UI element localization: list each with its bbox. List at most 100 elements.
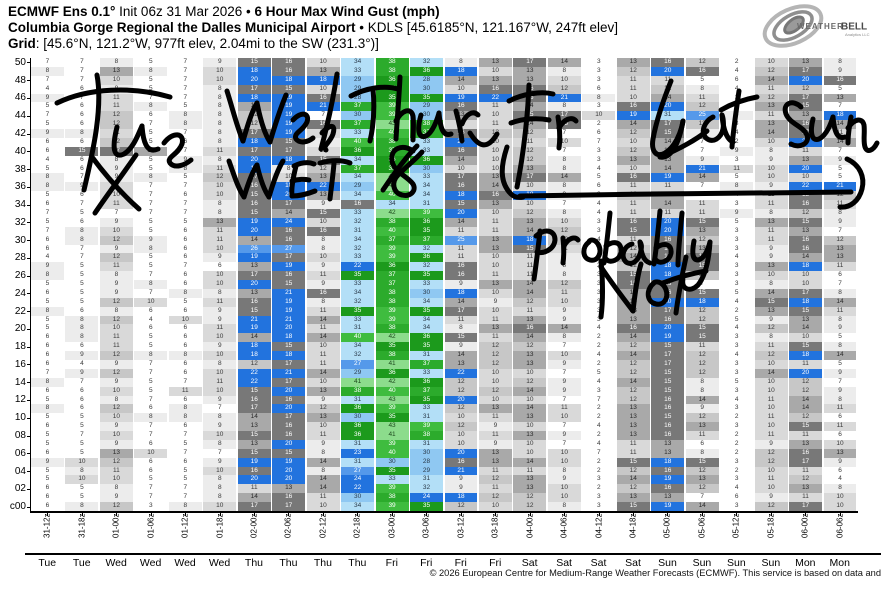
grid-cell: 18 bbox=[789, 351, 823, 360]
y-axis-tick bbox=[27, 97, 31, 99]
grid-cell: 3 bbox=[720, 422, 754, 432]
grid-cell: 8 bbox=[685, 129, 719, 138]
grid-cell: 33 bbox=[410, 173, 443, 183]
grid-cell: 6 bbox=[134, 457, 168, 467]
grid-cell: 2 bbox=[582, 120, 616, 130]
grid-cell: 4 bbox=[65, 360, 99, 369]
grid-cell: 12 bbox=[99, 111, 133, 121]
grid-cell: 6 bbox=[168, 191, 202, 201]
grid-cell: 14 bbox=[616, 475, 650, 485]
grid-cell: 18 bbox=[272, 351, 306, 360]
grid-cell: 15 bbox=[65, 146, 99, 156]
grid-cell: 15 bbox=[547, 120, 581, 130]
grid-cell: 13 bbox=[478, 457, 512, 467]
grid-cell: 15 bbox=[651, 244, 685, 254]
grid-cell: 11 bbox=[685, 209, 719, 218]
grid-cell: 2 bbox=[582, 333, 616, 343]
grid-cell: 10 bbox=[547, 493, 581, 503]
grid-cell: 5 bbox=[31, 395, 64, 405]
grid-cell: 8 bbox=[65, 502, 99, 511]
grid-cell: 22 bbox=[444, 368, 478, 378]
grid-cell: 18 bbox=[444, 493, 478, 503]
grid-cell: 33 bbox=[410, 404, 443, 414]
x-axis-tick bbox=[322, 511, 324, 516]
grid-cell: 5 bbox=[134, 262, 168, 272]
grid-cell: 23 bbox=[341, 448, 375, 458]
x-axis-label: 01-00z bbox=[111, 513, 121, 538]
grid-cell: 13 bbox=[651, 448, 685, 458]
grid-cell: 38 bbox=[375, 58, 409, 67]
grid-cell: 11 bbox=[823, 404, 857, 414]
x-axis-label: 05-12z bbox=[731, 513, 741, 538]
grid-cell: 13 bbox=[754, 262, 788, 272]
grid-cell: 8 bbox=[203, 413, 237, 423]
grid-cell: 24 bbox=[341, 475, 375, 485]
grid-cell: 15 bbox=[616, 226, 650, 236]
weatherbell-logo: WEATHER BELL Analytics LLC bbox=[762, 4, 870, 48]
grid-cell: 15 bbox=[272, 342, 306, 352]
x-axis-tick bbox=[667, 511, 669, 516]
grid-cell: 5 bbox=[720, 173, 754, 183]
grid-cell: 10 bbox=[99, 324, 133, 334]
grid-cell: 2 bbox=[582, 342, 616, 352]
day-label: Sun bbox=[692, 557, 712, 569]
grid-cell: 6 bbox=[65, 217, 99, 227]
grid-cell: 13 bbox=[306, 413, 340, 423]
grid-cell: 11 bbox=[616, 84, 650, 94]
grid-cell: 18 bbox=[237, 164, 271, 174]
grid-cell: 11 bbox=[306, 271, 340, 281]
grid-cell: 3 bbox=[582, 306, 616, 316]
grid-cell: 6 bbox=[65, 155, 99, 165]
grid-cell: 10 bbox=[513, 182, 547, 192]
grid-cell: 11 bbox=[513, 253, 547, 263]
grid-cell: 19 bbox=[272, 93, 306, 103]
grid-cell: 3 bbox=[582, 191, 616, 201]
grid-cell: 12 bbox=[478, 342, 512, 352]
grid-cell: 12 bbox=[789, 209, 823, 218]
grid-cell: 15 bbox=[272, 448, 306, 458]
grid-cell: 13 bbox=[789, 155, 823, 165]
grid-cell: 17 bbox=[272, 200, 306, 209]
logo-text-bell: BELL bbox=[841, 22, 867, 33]
grid-cell: 13 bbox=[134, 146, 168, 156]
grid-cell: 6 bbox=[823, 271, 857, 281]
grid-cell: 17 bbox=[99, 146, 133, 156]
grid-cell: 7 bbox=[134, 422, 168, 432]
grid-cell: 38 bbox=[410, 120, 443, 130]
grid-cell: 8 bbox=[823, 315, 857, 325]
grid-cell: 10 bbox=[478, 377, 512, 387]
grid-cell: 17 bbox=[789, 502, 823, 511]
x-axis-tick bbox=[736, 511, 738, 516]
y-axis-label: 02 bbox=[14, 483, 26, 495]
grid-cell: 2 bbox=[582, 484, 616, 494]
grid-cell: 10 bbox=[99, 191, 133, 201]
grid-cell: 39 bbox=[375, 439, 409, 449]
grid-cell: 11 bbox=[547, 244, 581, 254]
grid-cell: 12 bbox=[306, 404, 340, 414]
grid-cell: 40 bbox=[375, 129, 409, 138]
grid-cell: 7 bbox=[823, 146, 857, 156]
grid-cell: 24 bbox=[272, 217, 306, 227]
grid-cell: 11 bbox=[754, 226, 788, 236]
grid-cell: 14 bbox=[513, 280, 547, 289]
grid-cell: 32 bbox=[341, 297, 375, 307]
grid-cell: 19 bbox=[651, 502, 685, 511]
grid-cell: 13 bbox=[789, 484, 823, 494]
grid-cell: 8 bbox=[306, 235, 340, 245]
grid-cell: 7 bbox=[547, 342, 581, 352]
grid-cell: 13 bbox=[478, 75, 512, 85]
grid-cell: 10 bbox=[203, 333, 237, 343]
grid-cell: 35 bbox=[410, 502, 443, 511]
station-coords: • KDLS [45.6185°N, 121.167°W, 247ft elev… bbox=[355, 20, 618, 35]
grid-cell: 7 bbox=[168, 431, 202, 440]
grid-cell: 2 bbox=[720, 466, 754, 476]
grid-cell: 12 bbox=[99, 253, 133, 263]
grid-cell: 16 bbox=[444, 146, 478, 156]
grid-cell: 9 bbox=[203, 395, 237, 405]
grid-cell: 36 bbox=[410, 253, 443, 263]
grid-cell: 35 bbox=[410, 271, 443, 281]
grid-cell: 8 bbox=[134, 413, 168, 423]
grid-cell: 15 bbox=[789, 306, 823, 316]
grid-cell: 7 bbox=[168, 448, 202, 458]
grid-cell: 2 bbox=[720, 413, 754, 423]
